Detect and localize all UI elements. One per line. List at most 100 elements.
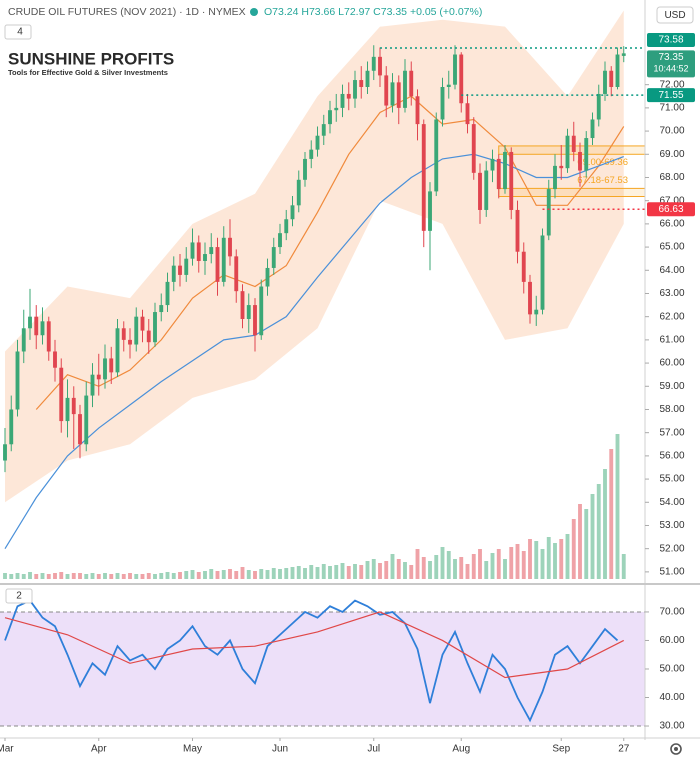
candle-body bbox=[240, 291, 245, 319]
volume-bar bbox=[246, 570, 251, 579]
volume-bar bbox=[278, 569, 282, 579]
volume-bar bbox=[228, 569, 232, 579]
volume-bar bbox=[315, 567, 320, 579]
rsi-y-tick-label: 30.00 bbox=[659, 721, 684, 732]
volume-bar bbox=[571, 519, 576, 579]
rsi-toggle[interactable] bbox=[5, 588, 33, 604]
candle-body bbox=[228, 237, 232, 257]
volume-bar bbox=[196, 572, 201, 579]
candle-body bbox=[46, 321, 51, 352]
candle-body bbox=[90, 374, 95, 396]
volume-bar bbox=[453, 559, 457, 579]
candle-body bbox=[134, 316, 139, 345]
candle-body bbox=[146, 330, 151, 343]
candle-body bbox=[403, 70, 407, 108]
candle-body bbox=[171, 265, 176, 282]
volume-bar bbox=[409, 565, 414, 579]
volume-bar bbox=[109, 574, 114, 579]
candle-body bbox=[53, 351, 57, 368]
y-tick-label: 72.00 bbox=[659, 79, 684, 90]
candle-body bbox=[84, 395, 89, 445]
level-axis-box bbox=[647, 202, 695, 217]
candle-body bbox=[246, 305, 251, 319]
candle-body bbox=[109, 358, 114, 373]
volume-bar bbox=[384, 561, 389, 579]
volume-bar bbox=[34, 574, 39, 579]
candle-body bbox=[434, 119, 439, 192]
candle-body bbox=[334, 107, 339, 111]
currency-label: USD bbox=[664, 10, 685, 21]
x-tick-label: Apr bbox=[91, 744, 107, 755]
rsi-y-tick-label: 60.00 bbox=[659, 635, 684, 646]
volume-bar bbox=[415, 549, 420, 579]
volume-bar bbox=[484, 561, 489, 579]
volume-bar bbox=[153, 574, 157, 579]
bollinger-band bbox=[5, 10, 624, 503]
y-tick-label: 63.00 bbox=[659, 288, 684, 299]
volume-bar bbox=[421, 557, 426, 579]
candle-body bbox=[459, 54, 464, 104]
rsi-y-tick-label: 50.00 bbox=[659, 664, 684, 675]
volume-bar bbox=[184, 571, 189, 579]
x-tick-label: Jul bbox=[367, 744, 380, 755]
level-axis-label: 66.63 bbox=[658, 204, 683, 215]
candle-body bbox=[453, 54, 457, 85]
rsi-band bbox=[0, 611, 645, 727]
volume-bar bbox=[496, 549, 501, 579]
volume-bar bbox=[528, 539, 532, 579]
volume-bar bbox=[446, 551, 451, 579]
candle-body bbox=[153, 312, 157, 343]
volume-bar bbox=[290, 567, 295, 579]
last-price-box bbox=[647, 50, 695, 78]
volume-bar bbox=[490, 553, 495, 579]
candle-body bbox=[328, 110, 332, 125]
y-tick-label: 59.00 bbox=[659, 381, 684, 392]
volume-bar bbox=[590, 494, 595, 579]
candle-body bbox=[28, 316, 32, 329]
rsi-line bbox=[4, 599, 619, 723]
candle-body bbox=[278, 233, 282, 248]
y-tick-label: 69.00 bbox=[659, 149, 684, 160]
volume-bar bbox=[59, 572, 64, 579]
candle-body bbox=[353, 80, 357, 99]
volume-bar bbox=[565, 534, 570, 579]
volume-bar bbox=[334, 565, 339, 579]
y-tick-label: 54.00 bbox=[659, 497, 684, 508]
level-axis-label: 73.58 bbox=[658, 35, 683, 46]
candle-body bbox=[390, 82, 395, 106]
currency-dropdown[interactable] bbox=[656, 6, 694, 24]
volume-bar bbox=[465, 564, 470, 579]
indicator-toggle[interactable] bbox=[4, 24, 32, 40]
settings-gear[interactable] bbox=[670, 743, 682, 755]
volume-bar bbox=[171, 573, 176, 579]
candle-body bbox=[128, 339, 132, 345]
y-tick-label: 67.00 bbox=[659, 195, 684, 206]
volume-bar bbox=[509, 547, 514, 579]
candle-body bbox=[184, 258, 189, 275]
candle-body bbox=[203, 254, 207, 261]
volume-bar bbox=[584, 509, 589, 579]
candle-body bbox=[3, 444, 7, 461]
volume-bar bbox=[540, 549, 545, 579]
candle-body bbox=[290, 205, 295, 220]
volume-bar bbox=[471, 554, 476, 579]
rsi-line bbox=[4, 611, 625, 679]
y-tick-label: 65.00 bbox=[659, 242, 684, 253]
volume-bar bbox=[478, 549, 482, 579]
volume-bar bbox=[140, 574, 145, 579]
volume-bar bbox=[259, 569, 264, 579]
candle-body bbox=[484, 170, 489, 210]
volume-bar bbox=[190, 570, 195, 579]
moving-average bbox=[35, 95, 625, 410]
volume-bar bbox=[359, 565, 364, 579]
volume-bar bbox=[296, 566, 301, 579]
candle-body bbox=[471, 124, 476, 173]
candle-body bbox=[503, 151, 507, 190]
zone-label: 69.00-69.36 bbox=[577, 157, 628, 168]
volume-bar bbox=[553, 543, 557, 579]
volume-bar bbox=[390, 554, 395, 579]
x-tick-label: Aug bbox=[452, 744, 470, 755]
volume-bar bbox=[234, 571, 239, 579]
zone-label: 67.18-67.53 bbox=[577, 175, 628, 186]
